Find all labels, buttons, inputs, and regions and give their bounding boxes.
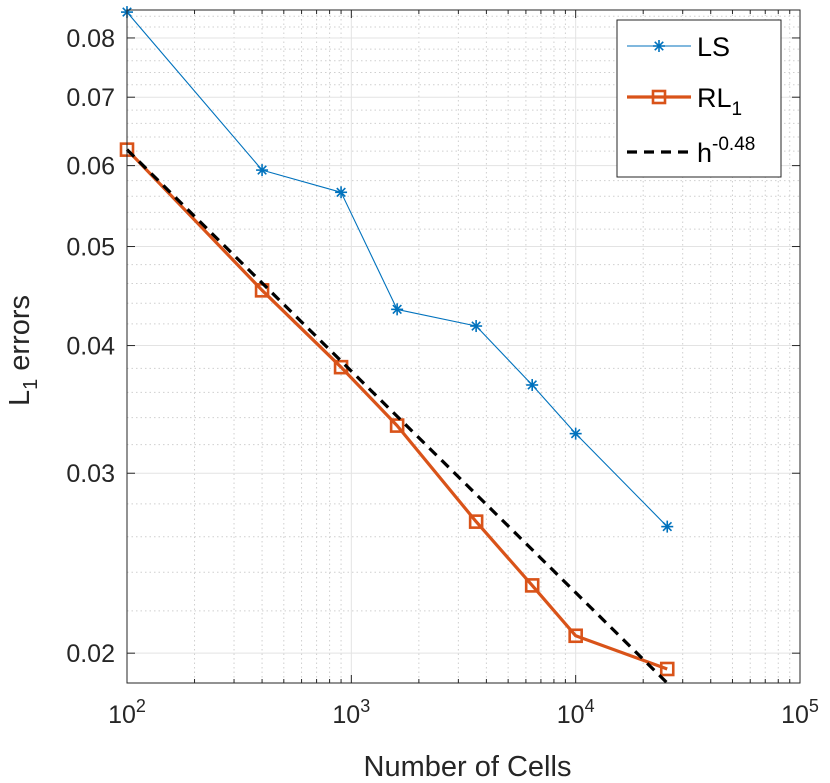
data-point — [661, 520, 674, 533]
series-ls — [121, 6, 674, 533]
data-point — [335, 186, 348, 199]
legend-label-base: RL — [697, 83, 732, 113]
data-point — [524, 578, 540, 593]
y-tick-label: 0.03 — [66, 460, 115, 488]
x-tick-label: 105 — [781, 696, 819, 729]
data-point — [569, 427, 582, 440]
y-axis-label: L1 errors — [4, 295, 42, 406]
legend-entry-h-0-48: h-0.48 — [627, 134, 755, 168]
data-point — [391, 303, 404, 316]
marker-square — [568, 628, 583, 644]
data-point — [389, 418, 405, 433]
legend-label: LS — [697, 32, 730, 62]
marker-stroke — [654, 41, 664, 51]
y-tick-label: 0.04 — [66, 333, 115, 361]
marker-stroke — [527, 380, 537, 390]
marker-stroke — [570, 428, 581, 439]
marker-stroke — [257, 165, 267, 175]
marker-square — [389, 418, 405, 433]
data-point — [468, 514, 484, 529]
axis-labels: Number of Cells L1 errors — [4, 295, 571, 783]
x-axis-label: Number of Cells — [364, 751, 572, 783]
y-axis-label-subscript: 1 — [20, 379, 42, 390]
legend-label-superscript: -0.48 — [712, 134, 755, 155]
legend-label-subscript: 1 — [732, 99, 743, 120]
marker-square — [651, 89, 667, 105]
x-tick-label-exponent: 2 — [136, 696, 146, 716]
y-tick-label: 0.02 — [66, 640, 115, 668]
x-tick-label: 103 — [332, 696, 370, 729]
x-tick-label-base: 10 — [332, 701, 360, 729]
y-axis-label-rest: errors — [4, 295, 36, 379]
data-point — [470, 320, 483, 333]
x-tick-label-base: 10 — [108, 701, 136, 729]
legend-entry-rl1: RL1 — [627, 83, 742, 120]
marker-stroke — [662, 521, 673, 532]
x-tick-label-exponent: 3 — [360, 696, 370, 716]
x-tick-label-exponent: 4 — [585, 696, 595, 716]
x-tick-label: 102 — [108, 696, 146, 729]
x-tick-label: 104 — [557, 696, 595, 729]
legend-entry-ls: LS — [627, 32, 730, 62]
legend-label-base: LS — [697, 32, 730, 62]
marker-square — [524, 578, 540, 593]
legend-label: h-0.48 — [697, 134, 755, 168]
data-point — [659, 661, 675, 677]
x-tick-label-exponent: 5 — [809, 696, 819, 716]
y-axis-label-base: L — [4, 390, 36, 406]
y-tick-label: 0.07 — [66, 84, 115, 112]
marker-square — [659, 661, 675, 677]
marker-square — [468, 514, 484, 529]
series-line — [126, 11, 668, 527]
series-line — [125, 148, 669, 685]
data-point — [526, 378, 539, 391]
legend-label-base: h — [697, 138, 712, 168]
x-tick-label-base: 10 — [557, 701, 585, 729]
y-tick-label: 0.08 — [66, 25, 115, 53]
legend-label: RL1 — [697, 83, 742, 120]
axis-ticks — [126, 10, 801, 683]
data-point — [256, 164, 269, 177]
series-line — [125, 148, 668, 671]
series-h-0-48 — [125, 148, 669, 685]
marker-stroke — [336, 187, 346, 198]
x-tick-label-base: 10 — [781, 701, 809, 729]
marker-stroke — [471, 321, 481, 331]
plot-frame — [126, 9, 801, 684]
y-tick-label: 0.05 — [66, 234, 115, 262]
data-point — [568, 628, 583, 644]
y-tick-label: 0.06 — [66, 153, 115, 181]
series-layer — [119, 6, 675, 685]
marker-stroke — [392, 304, 402, 315]
